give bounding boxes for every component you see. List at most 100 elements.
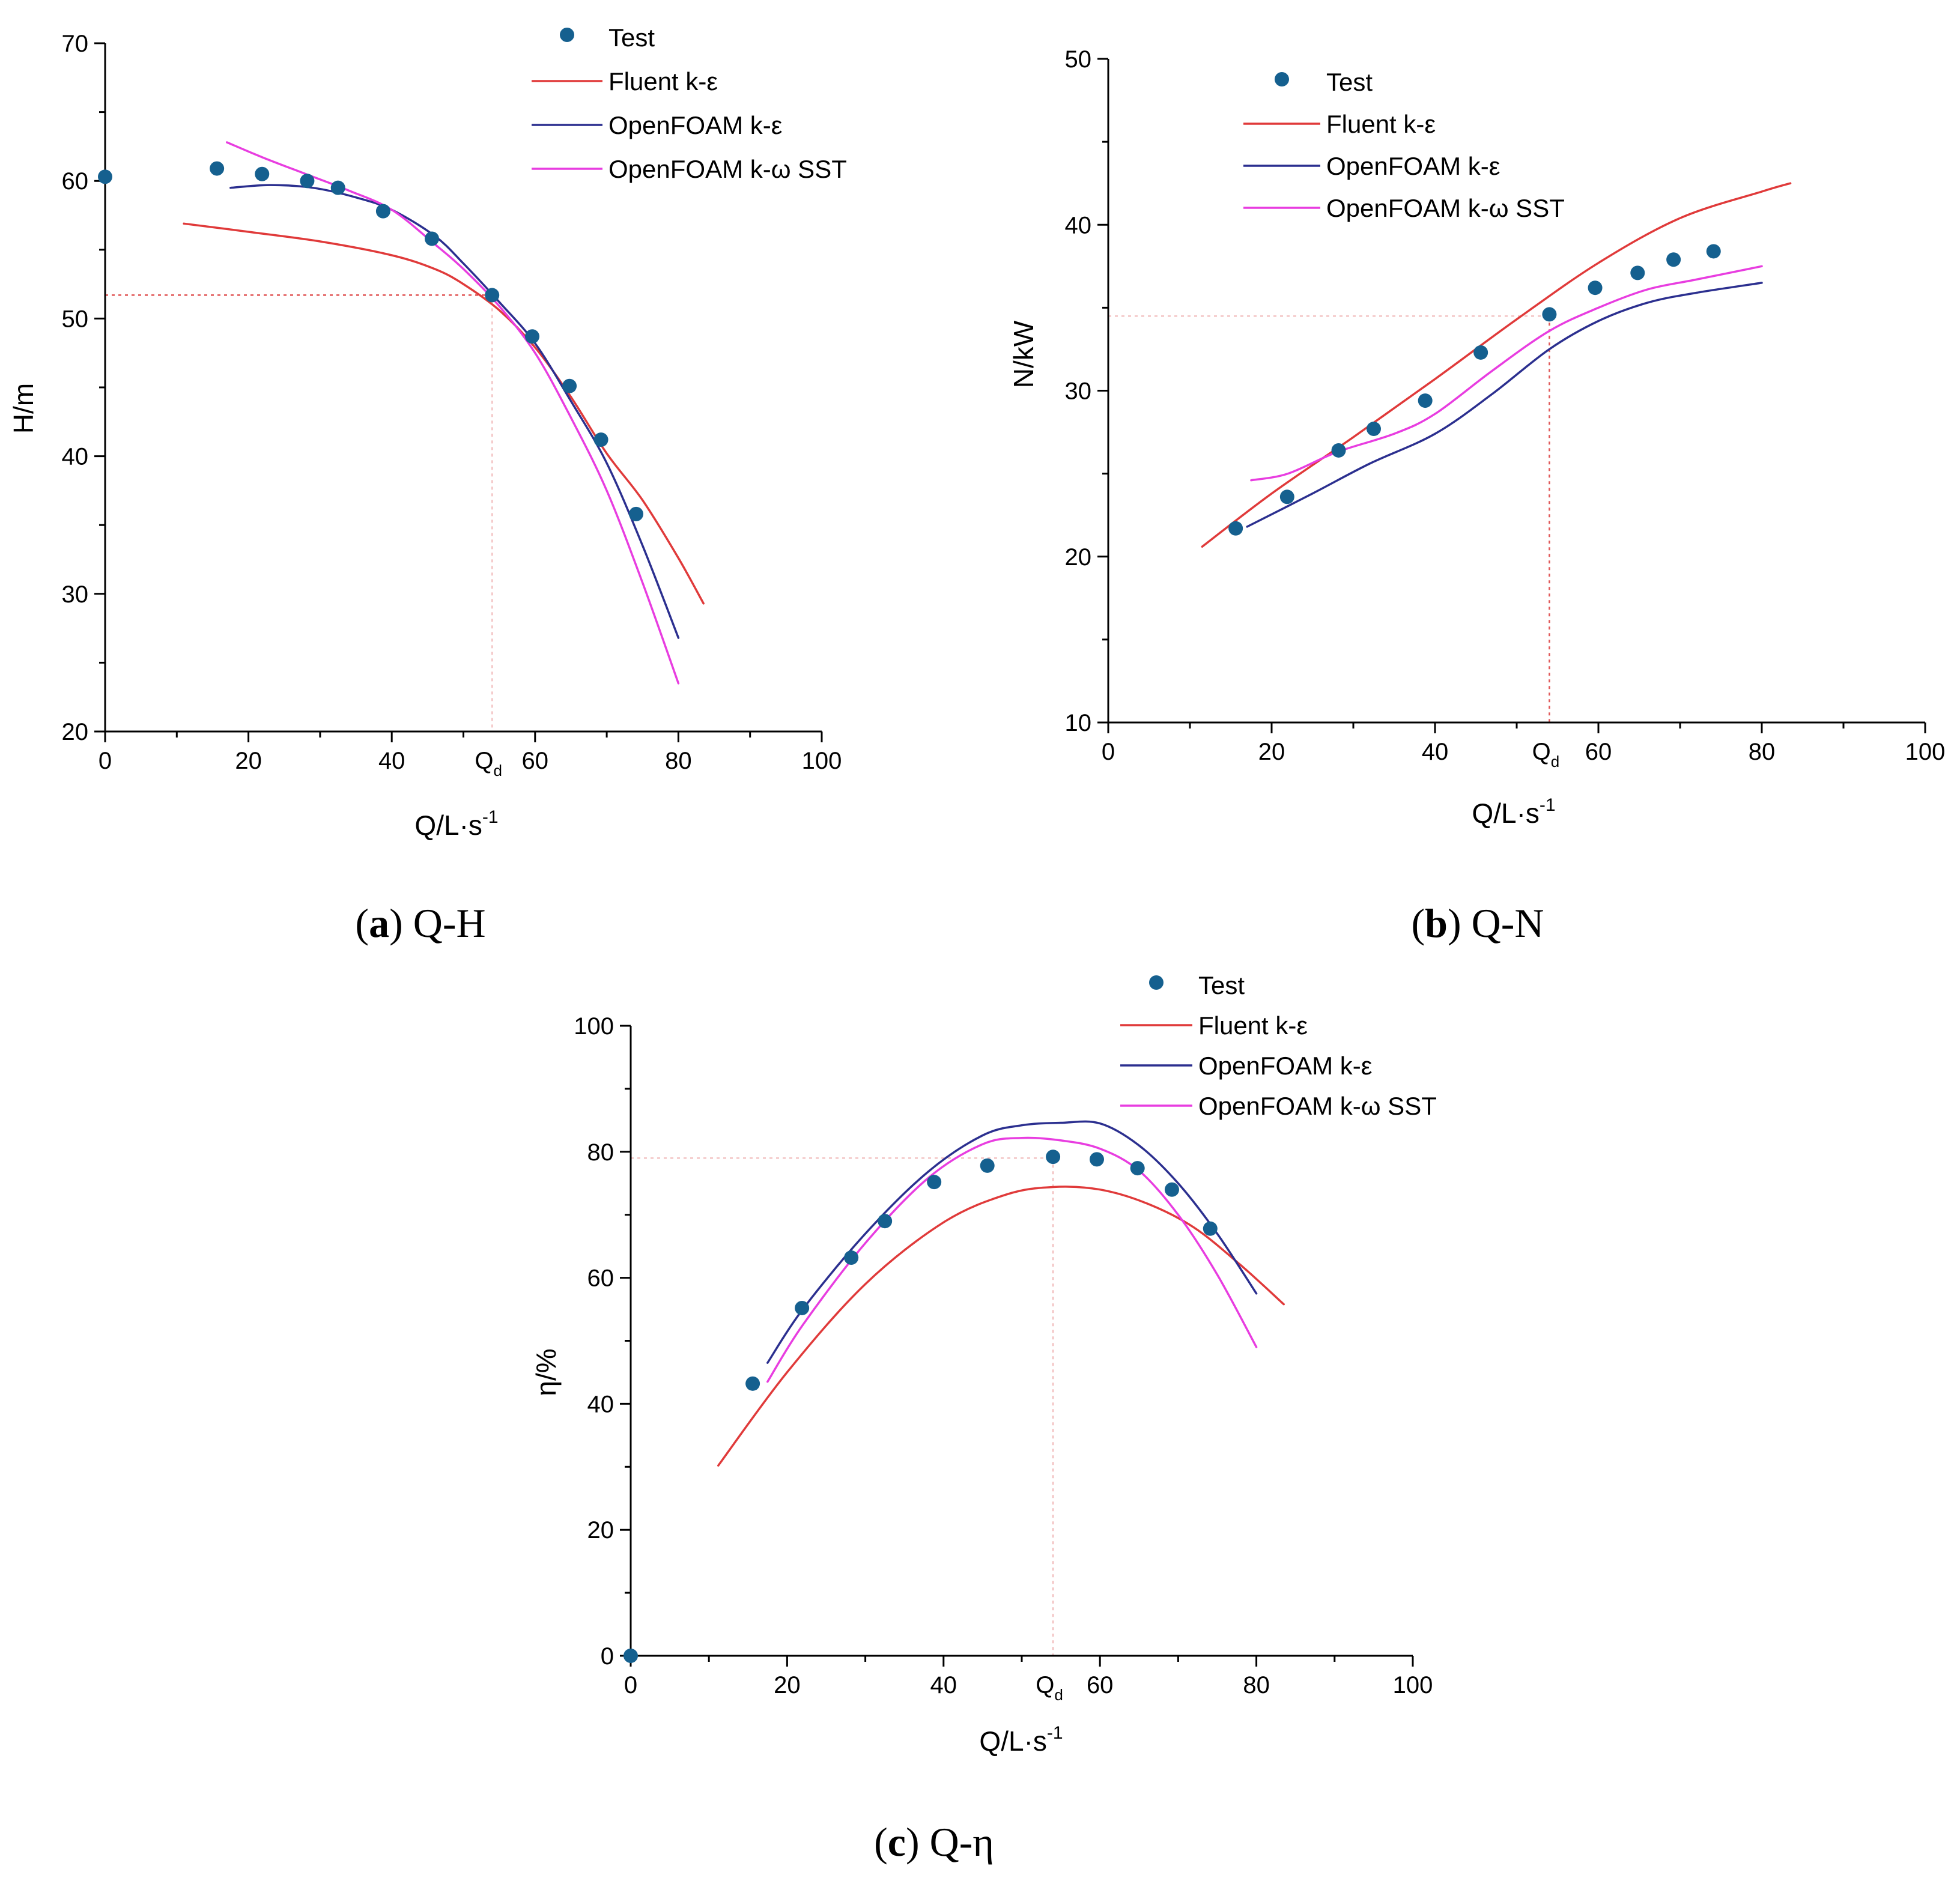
test-data-point bbox=[1588, 280, 1603, 295]
test-data-point bbox=[525, 329, 540, 344]
test-data-point bbox=[1542, 307, 1557, 322]
test-data-point bbox=[980, 1158, 995, 1173]
legend-label-of-sst: OpenFOAM k-ω SST bbox=[1198, 1092, 1437, 1120]
test-data-point bbox=[745, 1376, 760, 1391]
test-data-point bbox=[425, 231, 440, 246]
test-data-point bbox=[1367, 422, 1381, 437]
legend-marker-test bbox=[560, 28, 574, 42]
x-axis-label-exponent: -1 bbox=[1047, 1723, 1063, 1743]
test-data-point bbox=[878, 1214, 893, 1229]
legend-label-test: Test bbox=[1198, 971, 1245, 999]
y-tick-label: 20 bbox=[587, 1517, 614, 1543]
series-line-fluent bbox=[1201, 182, 1792, 548]
x-tick-label: 80 bbox=[665, 748, 692, 774]
test-data-point bbox=[1130, 1161, 1145, 1176]
legend-label-test: Test bbox=[608, 23, 655, 52]
test-data-point bbox=[98, 169, 112, 184]
caption-b: (b) Q-N bbox=[1412, 900, 1544, 946]
y-tick-label: 0 bbox=[601, 1643, 614, 1670]
y-tick-label: 10 bbox=[1065, 710, 1092, 736]
x-axis-label-q: Q/L·s-1 bbox=[1472, 795, 1555, 829]
series-line-fluent bbox=[717, 1186, 1285, 1467]
test-data-point bbox=[927, 1175, 942, 1190]
x-tick-label: 100 bbox=[802, 748, 842, 774]
legend-label-test: Test bbox=[1326, 68, 1373, 96]
series-line-fluent bbox=[183, 222, 705, 605]
test-data-point bbox=[629, 506, 644, 521]
x-tick-label: 100 bbox=[1393, 1672, 1433, 1698]
caption-a: (a) Q-H bbox=[355, 900, 485, 946]
test-data-point bbox=[562, 378, 577, 393]
test-data-point bbox=[1706, 244, 1721, 259]
test-data-point bbox=[485, 288, 500, 303]
test-data-point bbox=[1473, 345, 1488, 360]
caption-letter: c bbox=[888, 1819, 906, 1865]
test-data-point bbox=[330, 180, 345, 195]
y-tick-label: 40 bbox=[62, 444, 89, 470]
series-line-of-ke bbox=[229, 184, 680, 639]
test-data-point bbox=[1164, 1182, 1179, 1197]
test-data-point bbox=[795, 1300, 810, 1315]
x-axis-label-q: Q/L·s-1 bbox=[414, 807, 498, 841]
design-flow-label: Qd bbox=[475, 748, 502, 780]
legend-label-of-ke: OpenFOAM k-ε bbox=[608, 111, 782, 139]
chart-panel-q-eta: 0 20 40 60 80 100 Qd 0 20 40 60 80 100 Test Fluent k-ε… bbox=[530, 971, 1437, 1865]
test-data-point bbox=[1089, 1152, 1104, 1167]
legend-label-of-sst: OpenFOAM k-ω SST bbox=[608, 155, 847, 183]
caption-c: (c) Q-η bbox=[874, 1819, 994, 1865]
x-tick-label: 80 bbox=[1749, 739, 1776, 765]
x-tick-label: 0 bbox=[1102, 739, 1115, 765]
legend-label-of-sst: OpenFOAM k-ω SST bbox=[1326, 194, 1565, 222]
y-tick-label: 60 bbox=[62, 168, 89, 195]
test-data-point bbox=[210, 161, 225, 176]
series-line-of-sst bbox=[766, 1136, 1258, 1383]
x-tick-label: 60 bbox=[1585, 739, 1612, 765]
y-axis-label-n: N/kW bbox=[1008, 320, 1039, 388]
series-line-of-sst bbox=[1250, 265, 1763, 482]
x-tick-label: 0 bbox=[99, 748, 112, 774]
x-axis-label-exponent: -1 bbox=[482, 807, 499, 827]
design-flow-label: Qd bbox=[1532, 739, 1560, 771]
test-data-point bbox=[300, 174, 315, 189]
plot-area-q-eta: 0 20 40 60 80 100 Qd 0 20 40 60 80 100 Test Fluent k-ε… bbox=[574, 971, 1437, 1704]
y-tick-label: 20 bbox=[62, 719, 89, 745]
legend-label-fluent: Fluent k-ε bbox=[608, 67, 718, 95]
x-tick-label: 20 bbox=[774, 1672, 801, 1698]
series-line-of-ke bbox=[766, 1120, 1258, 1364]
legend-marker-test bbox=[1275, 72, 1289, 86]
x-axis-label-exponent: -1 bbox=[1540, 795, 1556, 815]
test-data-point bbox=[1046, 1150, 1061, 1165]
caption-title: Q-N bbox=[1461, 900, 1544, 946]
legend-label-fluent: Fluent k-ε bbox=[1326, 110, 1436, 138]
test-data-point bbox=[255, 166, 270, 181]
caption-letter: b bbox=[1425, 900, 1448, 946]
y-tick-label: 20 bbox=[1065, 544, 1092, 571]
y-tick-label: 40 bbox=[587, 1391, 614, 1417]
test-data-point bbox=[1666, 252, 1681, 267]
y-axis-label-h: H/m bbox=[8, 383, 39, 434]
test-data-point bbox=[1331, 443, 1346, 458]
y-tick-label: 40 bbox=[1065, 212, 1092, 238]
legend-label-of-ke: OpenFOAM k-ε bbox=[1326, 152, 1500, 180]
caption-title: Q-H bbox=[403, 900, 486, 946]
y-tick-label: 30 bbox=[1065, 378, 1092, 405]
y-tick-label: 30 bbox=[62, 581, 89, 608]
chart-panel-q-h: 0 20 40 60 80 100 Qd 20 30 40 50 60 70 Test Fluent k-ε… bbox=[8, 23, 847, 946]
x-tick-label: 60 bbox=[522, 748, 549, 774]
y-axis-label-eta: η/% bbox=[530, 1348, 562, 1396]
test-data-point bbox=[593, 432, 608, 447]
test-data-point bbox=[375, 204, 390, 219]
test-data-point bbox=[844, 1250, 859, 1265]
series-line-of-sst bbox=[226, 141, 680, 685]
y-tick-label: 60 bbox=[587, 1265, 614, 1292]
test-data-point bbox=[1630, 265, 1645, 280]
caption-title: Q-η bbox=[920, 1819, 994, 1865]
legend-marker-test bbox=[1149, 975, 1164, 990]
x-tick-label: 80 bbox=[1243, 1672, 1270, 1698]
test-data-point bbox=[1203, 1221, 1218, 1236]
y-tick-label: 50 bbox=[1065, 46, 1092, 73]
x-tick-label: 40 bbox=[1422, 739, 1449, 765]
test-data-point bbox=[623, 1649, 638, 1663]
x-tick-label: 60 bbox=[1087, 1672, 1114, 1698]
